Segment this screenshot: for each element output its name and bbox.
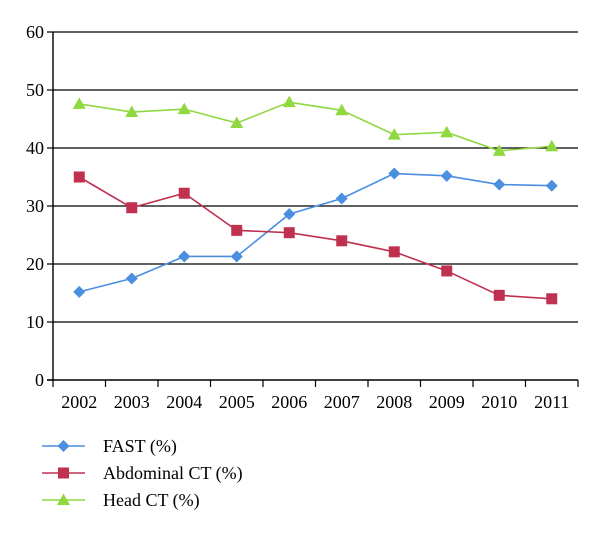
data-point	[73, 285, 86, 298]
legend-label: Abdominal CT (%)	[103, 463, 243, 484]
x-tick-label: 2003	[114, 392, 150, 412]
x-tick-label: 2011	[534, 392, 569, 412]
x-tick-label: 2005	[219, 392, 255, 412]
data-point	[336, 235, 348, 247]
x-tick-label: 2004	[166, 392, 202, 412]
series-diamond	[73, 167, 558, 298]
x-tick-label: 2006	[271, 392, 307, 412]
x-tick-label: 2009	[429, 392, 465, 412]
legend-entry: FAST (%)	[42, 436, 177, 457]
y-tick-label: 30	[26, 196, 44, 216]
legend-entry: Head CT (%)	[42, 490, 200, 511]
data-point	[125, 272, 138, 285]
data-point	[177, 102, 191, 115]
y-tick-label: 0	[35, 370, 44, 390]
y-tick-label: 10	[26, 312, 44, 332]
data-point	[230, 250, 243, 263]
data-point	[335, 192, 348, 205]
data-point	[387, 128, 401, 140]
legend: FAST (%) Abdominal CT (%) Head CT (%)	[42, 436, 243, 511]
data-point	[283, 227, 295, 239]
series-lines	[72, 95, 559, 305]
legend-label: Head CT (%)	[103, 490, 200, 511]
data-point	[388, 167, 401, 180]
y-tick-label: 20	[26, 254, 44, 274]
data-point	[493, 178, 506, 191]
data-point	[388, 246, 400, 258]
data-point	[493, 289, 505, 301]
data-point	[335, 103, 349, 116]
data-point	[282, 95, 296, 108]
x-tick-label: 2010	[481, 392, 517, 412]
x-tick-label: 2007	[324, 392, 360, 412]
data-point	[546, 293, 558, 305]
data-point	[545, 179, 558, 192]
data-point	[230, 116, 244, 129]
series-line	[78, 176, 552, 300]
data-point	[441, 265, 453, 277]
series-line	[79, 101, 552, 152]
series-square	[73, 171, 558, 305]
x-tick-label: 2002	[61, 392, 97, 412]
x-tick-label: 2008	[376, 392, 412, 412]
series-triangle	[72, 95, 559, 156]
legend-label: FAST (%)	[103, 436, 177, 457]
legend-marker	[58, 467, 69, 479]
legend-marker	[57, 493, 70, 505]
data-point	[72, 97, 86, 109]
y-tick-label: 40	[26, 138, 44, 158]
series-line	[79, 172, 552, 293]
legend-entry: Abdominal CT (%)	[42, 463, 243, 484]
data-point	[178, 187, 190, 199]
x-tick-labels: 2002 2003 2004 2005 2006 2007 2008 2009 2010 2011	[61, 392, 569, 412]
axes	[47, 31, 579, 387]
data-point	[125, 105, 139, 118]
data-point	[283, 208, 296, 221]
data-point	[545, 139, 559, 152]
data-point	[126, 202, 138, 214]
data-point	[178, 250, 191, 263]
data-point	[492, 144, 506, 156]
y-tick-label: 50	[26, 80, 44, 100]
data-point	[231, 224, 243, 236]
legend-marker	[57, 440, 70, 452]
data-point	[440, 125, 454, 138]
y-tick-labels: 0 10 20 30 40 50 60	[26, 22, 44, 390]
y-tick-label: 60	[26, 22, 44, 42]
data-point	[73, 171, 85, 183]
data-point	[440, 169, 453, 182]
